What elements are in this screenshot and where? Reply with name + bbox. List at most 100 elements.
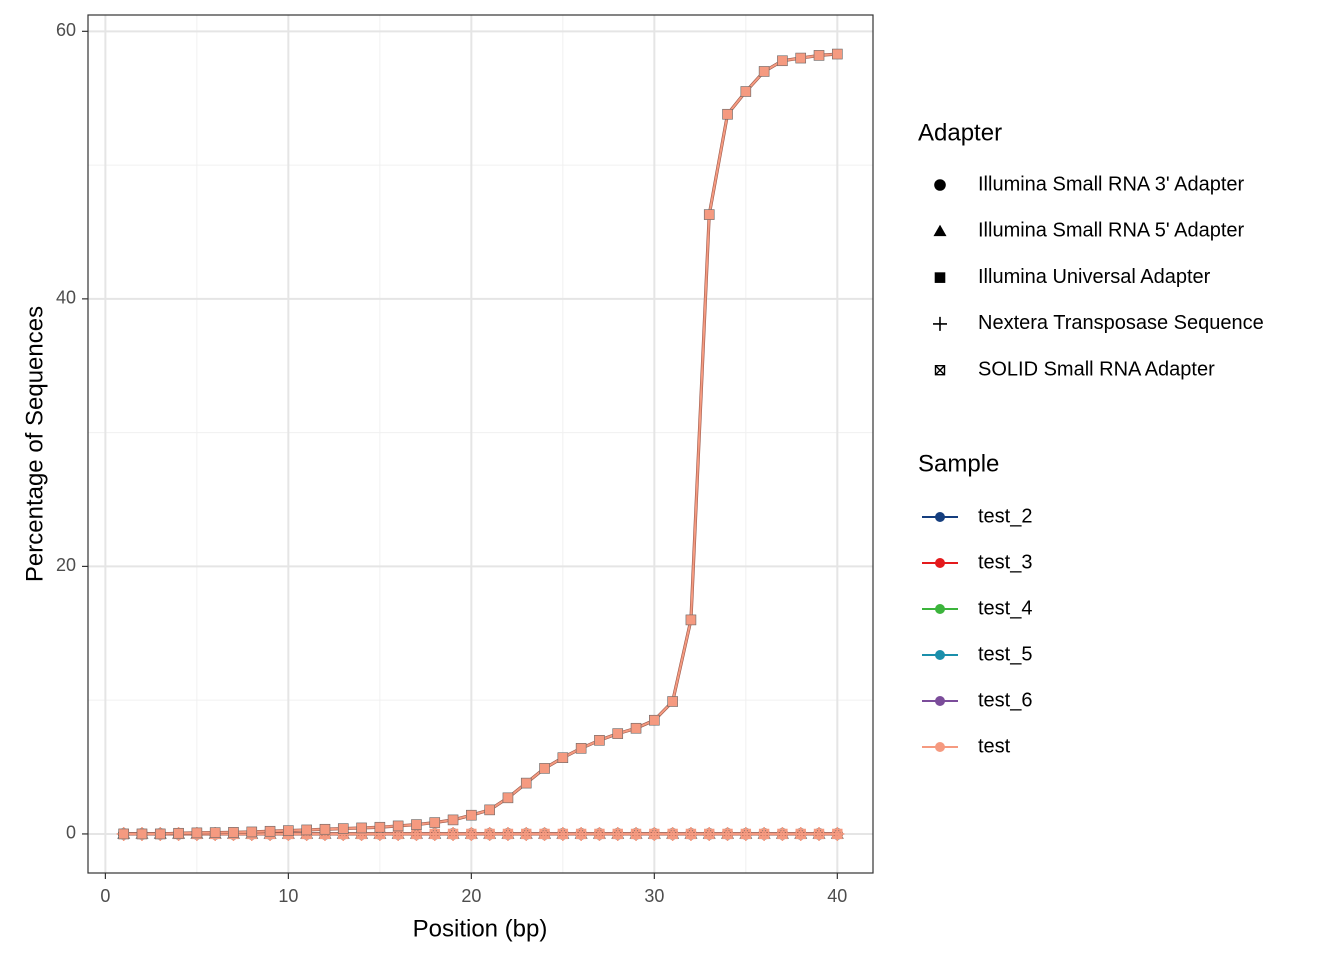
data-point <box>154 828 166 840</box>
legend-key <box>934 179 946 191</box>
symbol <box>429 828 440 840</box>
legend-dot <box>935 512 945 522</box>
data-point <box>575 743 587 754</box>
data-point <box>795 828 806 840</box>
data-point <box>777 828 788 840</box>
data-point <box>630 722 642 734</box>
data-point <box>392 820 404 832</box>
data-point <box>447 828 459 840</box>
symbol <box>337 823 349 834</box>
data-point <box>795 52 807 64</box>
data-point <box>502 828 514 840</box>
data-point <box>264 825 276 837</box>
symbol <box>612 828 623 840</box>
data-point <box>301 824 312 836</box>
symbol <box>520 777 532 789</box>
symbol <box>594 828 605 840</box>
symbol <box>557 828 569 840</box>
x-tick-label: 40 <box>827 886 847 906</box>
symbol <box>557 752 569 763</box>
legend-dot <box>935 742 945 752</box>
data-point <box>429 828 440 840</box>
data-point <box>758 828 770 840</box>
data-point <box>740 86 752 97</box>
data-point <box>118 828 129 840</box>
symbol <box>118 828 129 840</box>
legend-label: test_2 <box>978 505 1032 527</box>
series-line <box>123 53 838 835</box>
symbol <box>374 821 386 833</box>
data-point <box>612 828 623 840</box>
symbol <box>740 86 752 97</box>
legend-title: Sample <box>918 450 999 477</box>
symbol <box>777 55 788 67</box>
symbol <box>685 614 697 626</box>
symbol <box>466 809 477 821</box>
data-point <box>319 823 331 835</box>
symbol <box>447 828 459 840</box>
symbol <box>521 828 532 840</box>
y-axis-title: Percentage of Sequences <box>21 306 48 582</box>
data-point <box>777 55 788 67</box>
data-point <box>136 828 148 840</box>
symbol <box>630 828 642 840</box>
symbol <box>832 828 843 840</box>
legend-label: Illumina Universal Adapter <box>978 266 1211 288</box>
plot-border <box>87 14 874 874</box>
data-point <box>612 728 624 739</box>
symbol <box>136 828 148 840</box>
legend-dot <box>935 604 945 614</box>
data-point <box>502 792 514 804</box>
symbol <box>209 827 221 838</box>
data-point <box>447 814 459 826</box>
data-point <box>484 804 495 816</box>
symbol <box>685 828 697 840</box>
legend-key <box>933 316 947 331</box>
legend-key <box>934 272 946 283</box>
symbol <box>429 817 441 828</box>
data-point <box>685 614 697 626</box>
symbol <box>758 66 770 77</box>
symbol <box>722 108 733 120</box>
symbol <box>813 50 825 61</box>
data-point <box>246 826 258 838</box>
symbol <box>933 316 947 331</box>
symbol <box>356 822 367 834</box>
data-point <box>722 108 733 120</box>
x-axis-title: Position (bp) <box>413 915 548 942</box>
symbol <box>649 714 660 726</box>
legend-label: test_4 <box>978 597 1032 619</box>
symbol <box>319 823 331 835</box>
data-point <box>667 828 678 840</box>
legend-dot <box>935 558 945 568</box>
symbol <box>667 828 678 840</box>
symbol <box>934 272 946 283</box>
symbol <box>154 828 166 840</box>
data-point <box>630 828 642 840</box>
legend-dot <box>935 650 945 660</box>
symbol <box>612 728 624 739</box>
data-point <box>740 828 752 840</box>
data-point <box>356 822 367 834</box>
data-point <box>466 809 477 821</box>
data-point <box>704 828 715 840</box>
data-point <box>466 828 477 840</box>
x-tick-label: 0 <box>100 886 110 906</box>
legend-label: test_6 <box>978 689 1032 711</box>
symbol <box>246 826 258 838</box>
legend-label: Illumina Small RNA 3' Adapter <box>978 173 1245 195</box>
symbol <box>933 224 947 237</box>
symbol <box>191 827 203 839</box>
symbol <box>758 828 770 840</box>
data-point <box>209 827 221 838</box>
symbol <box>777 828 788 840</box>
data-point <box>722 828 733 840</box>
legend-label: Nextera Transposase Sequence <box>978 312 1264 334</box>
symbol <box>502 792 514 804</box>
x-tick-label: 30 <box>644 886 664 906</box>
data-point <box>411 819 422 830</box>
data-point <box>337 823 349 834</box>
data-point <box>649 828 660 840</box>
symbol <box>539 763 550 774</box>
